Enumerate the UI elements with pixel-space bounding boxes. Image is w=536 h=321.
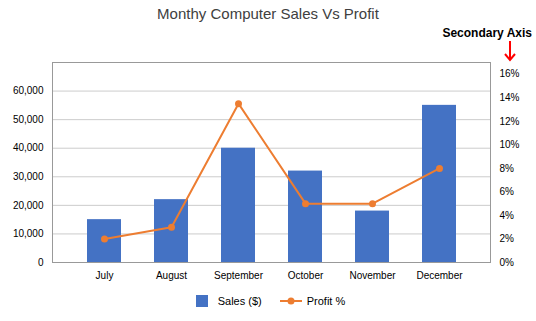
svg-text:October: October (288, 270, 324, 281)
svg-text:2%: 2% (500, 233, 515, 244)
html-text:Profit %: Profit % (306, 295, 346, 307)
svg-text:August: August (156, 270, 187, 281)
svg-text:July: July (96, 270, 114, 281)
svg-text:September: September (214, 270, 264, 281)
svg-text:December: December (416, 270, 463, 281)
svg-text:20,000: 20,000 (13, 200, 44, 211)
svg-text:16%: 16% (500, 68, 520, 79)
svg-text:50,000: 50,000 (13, 114, 44, 125)
html-text:Secondary Axis: Secondary Axis (442, 26, 532, 40)
svg-text:6%: 6% (500, 186, 515, 197)
svg-text:12%: 12% (500, 116, 520, 127)
html-text:Monthy Computer Sales Vs Profi: Monthy Computer Sales Vs Profit (157, 5, 379, 22)
svg-text:0: 0 (38, 257, 44, 268)
svg-text:0%: 0% (500, 257, 515, 268)
svg-text:10,000: 10,000 (13, 228, 44, 239)
svg-text:4%: 4% (500, 210, 515, 221)
svg-text:40,000: 40,000 (13, 142, 44, 153)
svg-text:10%: 10% (500, 139, 520, 150)
svg-text:30,000: 30,000 (13, 171, 44, 182)
svg-text:60,000: 60,000 (13, 85, 44, 96)
svg-text:8%: 8% (500, 163, 515, 174)
html-text:Sales ($): Sales ($) (217, 295, 262, 307)
svg-text:November: November (349, 270, 396, 281)
svg-text:14%: 14% (500, 92, 520, 103)
